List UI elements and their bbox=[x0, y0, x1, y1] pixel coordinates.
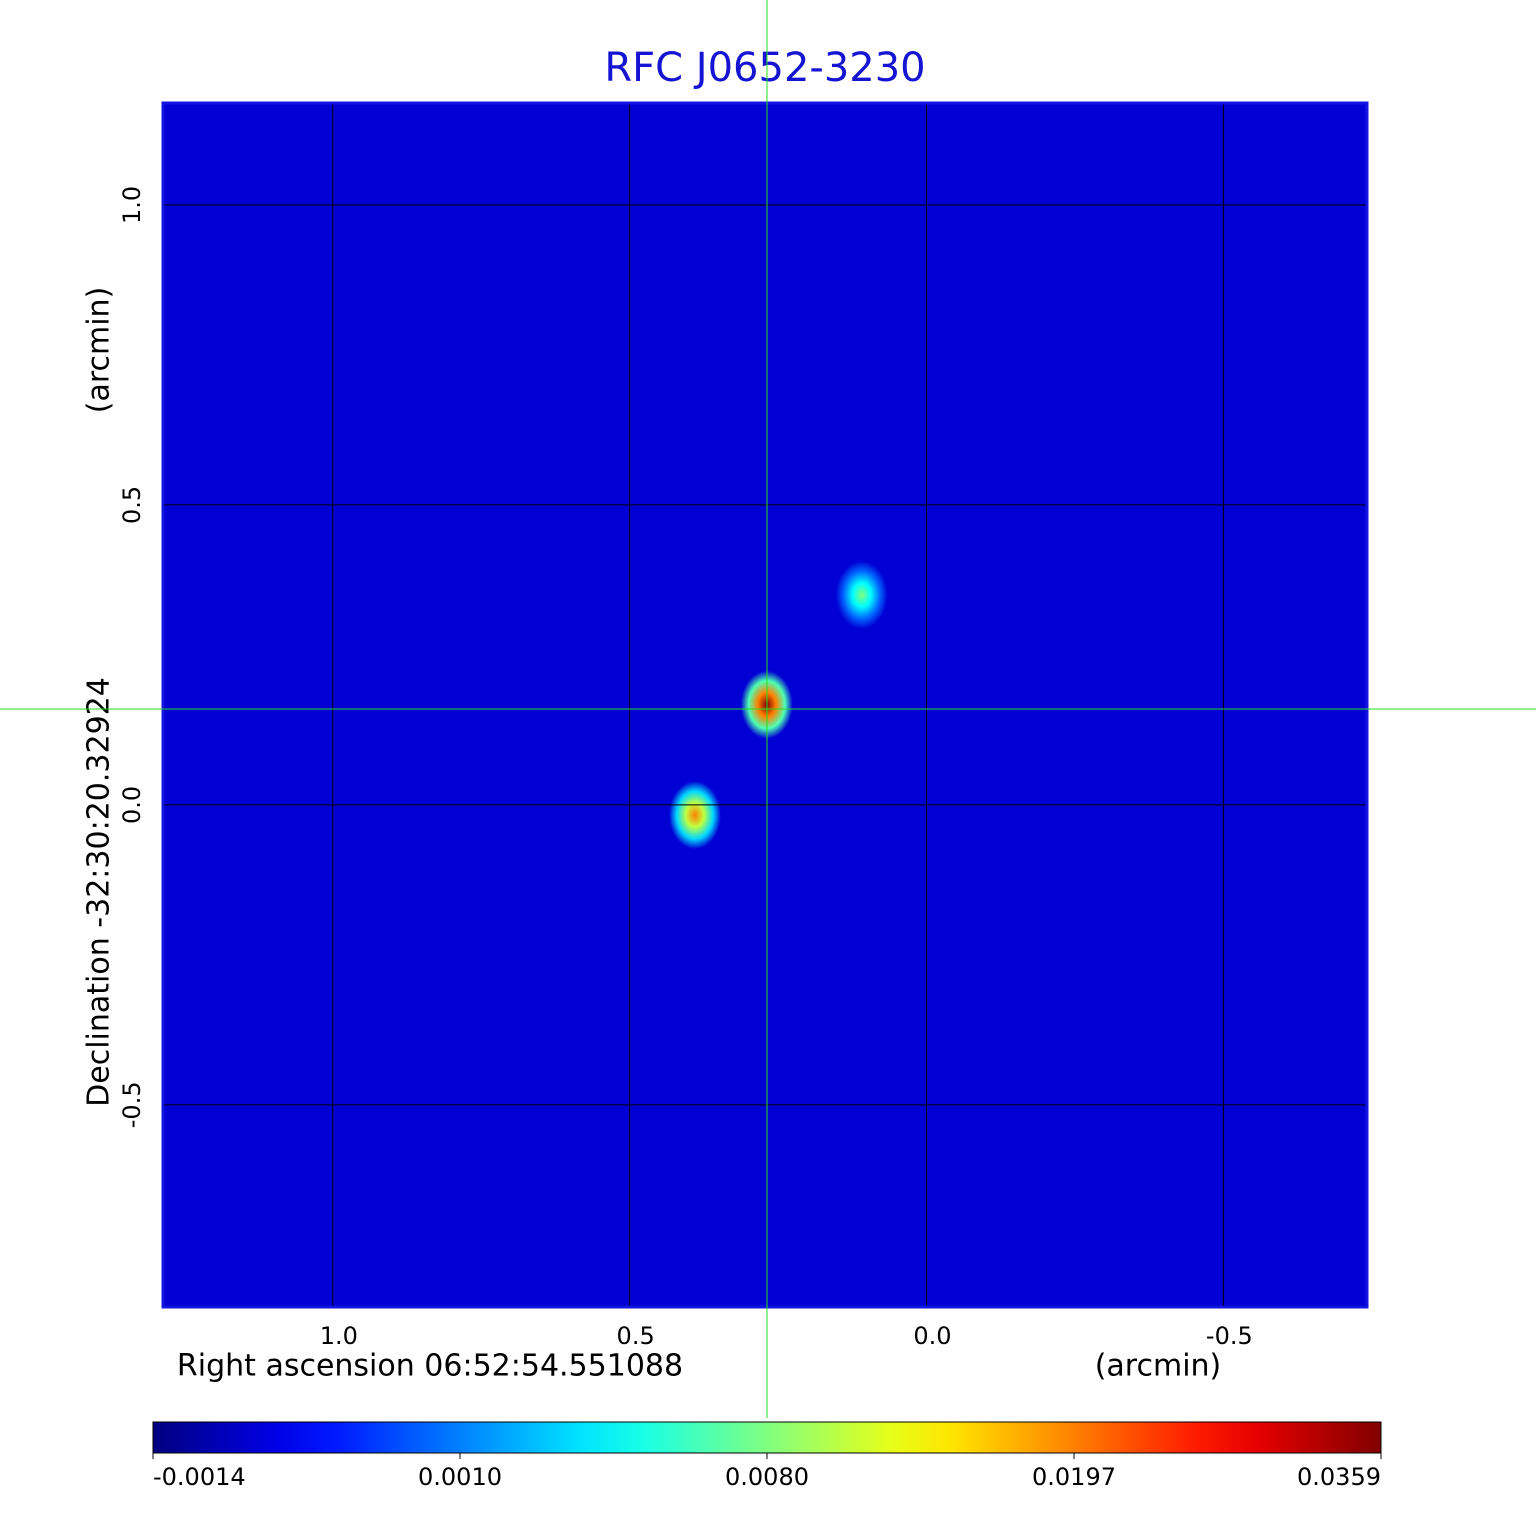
colorbar-tick-label: 0.0080 bbox=[725, 1463, 809, 1491]
x-axis-unit: (arcmin) bbox=[1095, 1349, 1222, 1384]
y-tick-label: 0.0 bbox=[118, 786, 146, 824]
x-tick-label: 1.0 bbox=[320, 1322, 358, 1350]
colorbar-tick-label: 0.0359 bbox=[1297, 1463, 1381, 1491]
y-axis-unit: (arcmin) bbox=[82, 287, 117, 414]
y-axis-label: Declination -32:30:20.32924 bbox=[82, 677, 117, 1107]
x-tick-label: 0.0 bbox=[913, 1322, 951, 1350]
y-tick-label: 0.5 bbox=[118, 486, 146, 524]
plot-frame bbox=[161, 101, 1369, 1309]
y-tick-label: 1.0 bbox=[118, 186, 146, 224]
colorbar-tick-label: 0.0010 bbox=[418, 1463, 502, 1491]
colorbar bbox=[152, 1421, 1382, 1454]
x-axis-label: Right ascension 06:52:54.551088 bbox=[177, 1349, 683, 1384]
colorbar-tick-label: -0.0014 bbox=[153, 1463, 246, 1491]
source bbox=[668, 781, 721, 850]
chart-title: RFC J0652-3230 bbox=[604, 45, 925, 91]
source bbox=[835, 560, 888, 629]
x-tick-label: 0.5 bbox=[617, 1322, 655, 1350]
x-tick-label: -0.5 bbox=[1206, 1322, 1253, 1350]
y-tick-label: -0.5 bbox=[118, 1081, 146, 1128]
colorbar-tick-label: 0.0197 bbox=[1032, 1463, 1116, 1491]
